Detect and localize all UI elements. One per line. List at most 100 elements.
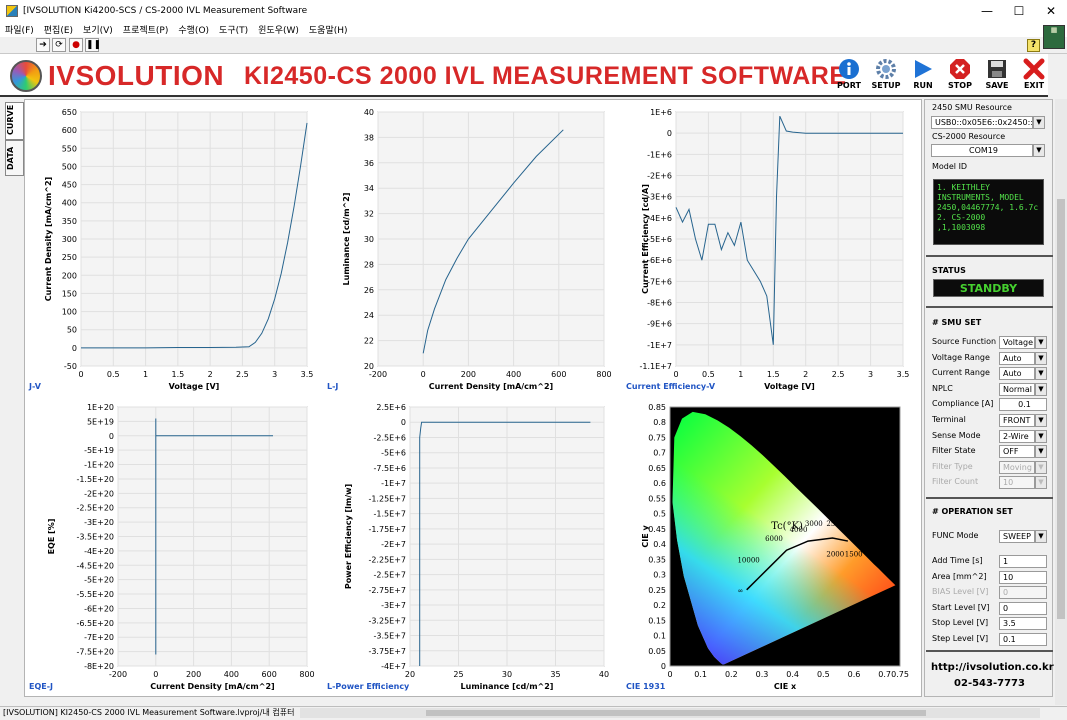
logo-text: IVSOLUTION [48, 60, 225, 91]
y-tick-label: 5E+19 [87, 417, 114, 426]
menu-window[interactable]: 윈도우(W) [258, 25, 299, 36]
x-tick-label: 0 [153, 670, 158, 679]
x-tick-label: 1.5 [171, 370, 184, 379]
y-tick-label: -2.5E+6 [374, 433, 406, 442]
x-tick-label: 600 [262, 670, 277, 679]
y-tick-label: -8E+20 [84, 662, 114, 671]
operation-set-heading: # OPERATION SET [932, 507, 1013, 516]
chart-name: J-V [28, 382, 42, 391]
smu-field-value[interactable]: FRONT [999, 414, 1035, 427]
menu-project[interactable]: 프로젝트(P) [122, 25, 169, 36]
operation-field-value[interactable]: 3.5 [999, 617, 1047, 631]
dropdown-arrow-icon[interactable]: ▼ [1035, 414, 1047, 427]
stop-button[interactable]: STOP [943, 58, 977, 90]
y-tick-label: -6E+6 [647, 256, 672, 265]
dropdown-arrow-icon[interactable]: ▼ [1035, 351, 1047, 365]
cie-annotation: 1500 [845, 550, 863, 558]
smu-field-value[interactable]: 2-Wire [999, 429, 1035, 443]
x-tick-label: 0 [673, 370, 678, 379]
cie-annotation: 2000 [826, 550, 844, 558]
dropdown-arrow-icon[interactable]: ▼ [1035, 382, 1047, 396]
exit-button[interactable]: EXIT [1017, 58, 1051, 90]
y-tick-label: -4E+7 [381, 662, 406, 671]
menu-tools[interactable]: 도구(T) [219, 25, 249, 36]
y-tick-label: 600 [62, 126, 77, 135]
save-button[interactable]: SAVE [980, 58, 1014, 90]
maximize-button[interactable]: ☐ [1013, 3, 1025, 18]
operation-field-value[interactable]: 1 [999, 555, 1047, 568]
y-tick-label: 0.85 [648, 403, 666, 412]
func-mode-dropdown-icon[interactable]: ▼ [1035, 530, 1047, 543]
smu-field-label: Current Range [932, 368, 990, 378]
smu-resource-field[interactable]: USB0::0x05E6::0x2450:: [931, 116, 1033, 129]
func-mode-field[interactable]: SWEEP [999, 530, 1035, 543]
menu-view[interactable]: 보기(V) [83, 25, 113, 36]
y-tick-label: 0 [667, 129, 672, 138]
x-tick-label: 0.5 [702, 370, 715, 379]
help-icon[interactable]: ? [1027, 39, 1040, 52]
x-tick-label: 3 [272, 370, 277, 379]
dropdown-arrow-icon[interactable]: ▼ [1035, 476, 1047, 490]
x-tick-label: 0.3 [756, 670, 769, 679]
y-tick-label: -3.5E+7 [374, 632, 406, 641]
dropdown-arrow-icon[interactable]: ▼ [1035, 336, 1047, 349]
abort-icon[interactable]: ● [69, 38, 83, 52]
tab-curve[interactable]: CURVE [5, 102, 24, 140]
dropdown-arrow-icon[interactable]: ▼ [1035, 367, 1047, 381]
smu-field-value[interactable]: Moving [999, 460, 1035, 474]
run-continuous-icon[interactable]: ⟳ [52, 38, 66, 52]
run-label: RUN [913, 81, 933, 90]
x-tick-label: 800 [299, 670, 314, 679]
plot-area: 0 0.5 1 1.5 2 2.5 3 3.5 -50 0 50 100 150 200 250 300 350… [24, 99, 922, 697]
dropdown-arrow-icon[interactable]: ▼ [1035, 429, 1047, 443]
tab-data[interactable]: DATA [5, 140, 24, 176]
horizontal-scrollbar[interactable] [300, 708, 1040, 718]
status-bar-text: [IVSOLUTION] KI2450-CS 2000 IVL Measurem… [3, 708, 295, 717]
operation-field-value[interactable]: 0 [999, 586, 1047, 600]
smu-field-value[interactable]: OFF [999, 445, 1035, 459]
menu-file[interactable]: 파일(F) [5, 25, 34, 36]
smu-resource-dropdown-icon[interactable]: ▼ [1033, 116, 1045, 129]
x-tick-label: 1 [143, 370, 148, 379]
cie-annotation: 2500 [826, 520, 844, 528]
y-tick-label: 0.7 [653, 449, 666, 458]
minimize-button[interactable]: — [981, 3, 993, 18]
port-button[interactable]: PORT [832, 58, 866, 90]
operation-field-value[interactable]: 0.1 [999, 633, 1047, 646]
cs-resource-dropdown-icon[interactable]: ▼ [1033, 144, 1045, 157]
x-tick-label: 400 [506, 370, 521, 379]
smu-field-value[interactable]: Voltage [999, 336, 1035, 349]
smu-field-value[interactable]: Auto [999, 367, 1035, 381]
cs-resource-field[interactable]: COM19 [931, 144, 1033, 157]
setup-button[interactable]: SETUP [869, 58, 903, 90]
smu-field-value[interactable]: 0.1 [999, 398, 1047, 412]
y-axis-label: Current Efficiency [cd/A] [641, 184, 650, 294]
dropdown-arrow-icon[interactable]: ▼ [1035, 445, 1047, 459]
operation-field-value[interactable]: 0 [999, 601, 1047, 615]
y-tick-label: 350 [62, 217, 77, 226]
y-tick-label: 0.65 [648, 464, 666, 473]
operation-field-value[interactable]: 10 [999, 570, 1047, 584]
close-button[interactable]: ✕ [1045, 3, 1057, 18]
menu-help[interactable]: 도움말(H) [308, 25, 348, 36]
y-tick-label: -3E+6 [647, 193, 672, 202]
run-button[interactable]: RUN [906, 58, 940, 90]
smu-field-value[interactable]: 10 [999, 476, 1035, 490]
smu-field-label: Source Function [932, 337, 997, 346]
y-axis-label: CIE y [641, 525, 650, 548]
smu-field-value[interactable]: Normal [999, 382, 1035, 396]
y-tick-label: -1E+20 [84, 461, 114, 470]
app-title: KI2450-CS 2000 IVL MEASUREMENT SOFTWARE [244, 62, 847, 90]
vertical-scrollbar[interactable] [1055, 99, 1067, 705]
smu-field-value[interactable]: Auto [999, 351, 1035, 365]
exit-label: EXIT [1023, 81, 1045, 90]
y-tick-label: 650 [62, 108, 77, 117]
y-tick-label: -4E+6 [647, 214, 672, 223]
x-tick-label: 30 [502, 670, 512, 679]
run-arrow-icon[interactable]: ➔ [36, 38, 50, 52]
pause-icon[interactable]: ❚❚ [85, 38, 102, 52]
menu-edit[interactable]: 편집(E) [43, 25, 74, 36]
dropdown-arrow-icon[interactable]: ▼ [1035, 460, 1047, 474]
menu-operate[interactable]: 수행(O) [178, 25, 210, 36]
y-tick-label: 1E+6 [650, 108, 672, 117]
